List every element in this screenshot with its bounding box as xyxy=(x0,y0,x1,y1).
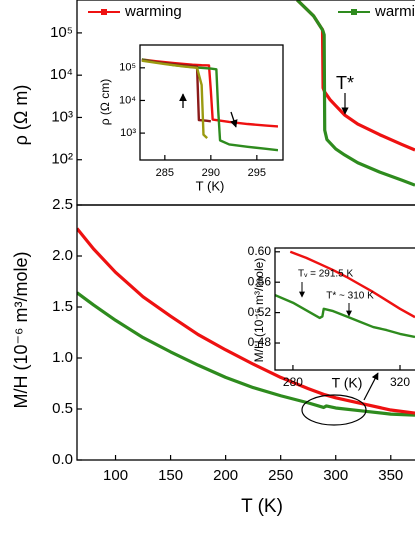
legend-label: warming xyxy=(374,3,415,20)
panel: 10³ 10⁴ 10⁵ 285 290 295 ρ (Ω cm) T (K) xyxy=(98,44,284,193)
x-tick-label: 285 xyxy=(156,167,174,179)
y-tick-label: 0.60 xyxy=(248,244,272,258)
y-tick-label: 0.0 xyxy=(52,451,73,468)
panel: 0.0 0.5 1.0 1.5 2.0 2.5 100 150 200 250 300 350 M/H … xyxy=(11,196,415,517)
x-tick-label: 280 xyxy=(283,375,303,389)
x-tick-label: 200 xyxy=(213,467,238,484)
y-tick-label: 10² xyxy=(51,151,73,168)
y-tick-label: 10⁵ xyxy=(50,24,73,41)
y-axis-label: ρ (Ω cm) xyxy=(98,79,112,125)
axes-frame xyxy=(139,44,284,161)
data-line xyxy=(289,250,415,319)
annotation: T* xyxy=(336,73,354,93)
legend-marker xyxy=(351,9,357,15)
data-line xyxy=(296,0,415,152)
panel: warming warming 10² 10³ 10⁴ 10⁵ ρ (Ω m) T* xyxy=(11,0,415,206)
data-line xyxy=(141,59,208,140)
y-tick-label: 10⁴ xyxy=(50,66,73,83)
x-tick-label: 100 xyxy=(103,467,128,484)
y-tick-label: 0.48 xyxy=(248,335,272,349)
legend-label: warming xyxy=(124,3,182,20)
x-axis-label: T (K) xyxy=(241,496,283,517)
data-line xyxy=(77,291,415,417)
x-tick-label: 295 xyxy=(248,167,266,179)
data-line xyxy=(275,294,415,339)
y-tick-label: 10⁵ xyxy=(119,62,136,74)
data-layer xyxy=(296,0,415,187)
x-tick-label: 300 xyxy=(323,467,348,484)
annotation: T* ~ 310 K xyxy=(326,291,374,302)
axes-frame xyxy=(274,247,415,371)
x-tick-label: 250 xyxy=(268,467,293,484)
y-tick-label: 1.0 xyxy=(52,349,73,366)
data-line xyxy=(77,227,415,415)
y-tick-label: 1.5 xyxy=(52,298,73,315)
x-tick-label: 320 xyxy=(390,375,410,389)
y-tick-label: 0.52 xyxy=(248,305,272,319)
y-axis-label: M/H (10⁻⁶ m³/mole) xyxy=(11,252,31,409)
warming-arrow xyxy=(230,111,238,128)
y-tick-label: 2.5 xyxy=(52,196,73,213)
y-tick-label: 0.5 xyxy=(52,400,73,417)
y-axis-label: ρ (Ω m) xyxy=(11,85,31,146)
y-tick-label: 10³ xyxy=(51,108,73,125)
axes-frame xyxy=(76,204,415,461)
x-tick-label: 290 xyxy=(202,167,220,179)
annotation: Tᵥ = 291.5 K xyxy=(298,269,354,280)
x-tick-label: 350 xyxy=(378,467,403,484)
y-tick-label: 10⁴ xyxy=(119,94,136,106)
y-tick-label: 10³ xyxy=(120,127,136,139)
x-axis-label: T (K) xyxy=(332,375,363,391)
panel: 0.48 0.52 0.56 0.60 280 320 M/H (10⁻⁶ m³/mole)… xyxy=(248,244,415,391)
data-layer xyxy=(77,227,415,417)
y-tick-label: 2.0 xyxy=(52,247,73,264)
highlight-ellipse xyxy=(301,394,367,426)
y-axis-label: M/H (10⁻⁶ m³/mole) xyxy=(252,258,266,363)
zoom-arrow xyxy=(363,372,379,401)
legend-marker xyxy=(101,9,107,15)
y-tick-label: 0.56 xyxy=(248,274,272,288)
inset-background xyxy=(275,248,415,370)
data-layer xyxy=(141,58,278,152)
x-axis-label: T (K) xyxy=(196,178,225,193)
data-layer xyxy=(275,250,415,339)
x-tick-label: 150 xyxy=(158,467,183,484)
data-line xyxy=(296,0,415,187)
